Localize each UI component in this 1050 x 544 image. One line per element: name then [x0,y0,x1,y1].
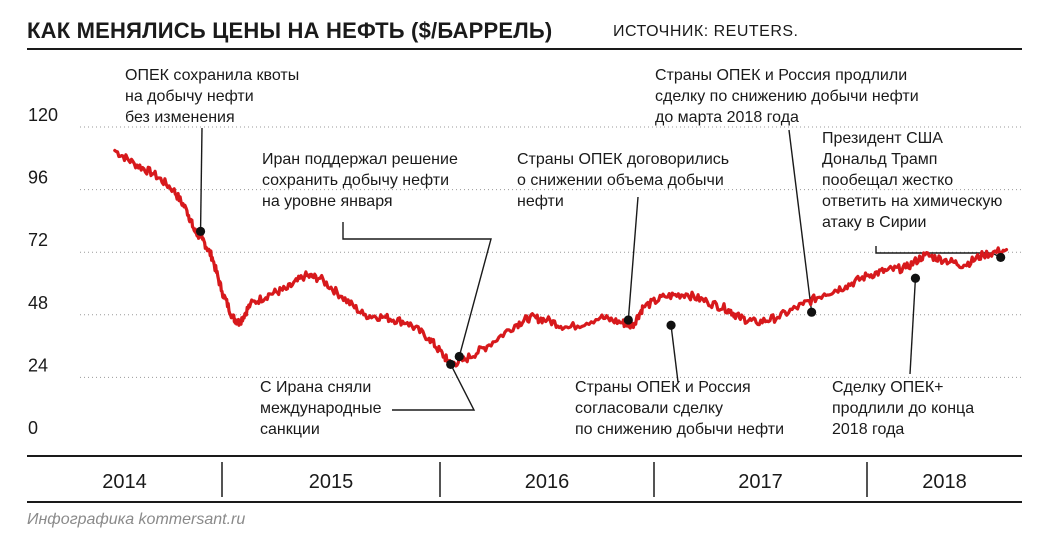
event-label-line: ответить на химическую [822,193,1002,210]
event-label-line: сохранить добычу нефти [262,172,449,189]
event-label-line: Сделку ОПЕК+ [832,379,944,396]
leader-line [199,127,203,232]
event-label-line: сделку по снижению добычи нефти [655,88,919,105]
y-tick-label: 96 [28,168,48,188]
event-label-line: 2018 года [832,421,904,438]
y-tick-label: 120 [28,105,58,125]
leader-line [342,222,492,357]
leader-line [670,325,679,383]
event-label-extend-march: Страны ОПЕК и Россия продлили сделку по с… [655,67,919,126]
event-marker [996,252,1006,263]
event-label-line: Страны ОПЕК и Россия продлили [655,67,907,84]
event-label-line: по снижению добычи нефти [575,421,784,438]
grid [80,126,1022,378]
event-label-opec-plus-extend: Сделку ОПЕК+ продлили до конца 2018 года [832,379,974,438]
event-marker [623,315,633,325]
x-tick-label: 2018 [922,471,967,493]
event-label-opec-agree: Страны ОПЕК договорились о снижении объем… [517,151,729,210]
x-tick-label: 2015 [309,471,354,493]
event-marker [910,273,921,283]
credit: Инфографика kommersant.ru [27,511,246,528]
x-tick-label: 2016 [525,471,570,493]
event-marker [195,226,206,236]
event-label-line: до марта 2018 года [655,109,799,126]
event-label-line: нефти [517,193,564,210]
event-label-line: Дональд Трамп [822,151,937,168]
event-marker [446,359,456,369]
event-label-line: Иран поддержал решение [262,151,458,168]
leader-line [788,129,813,313]
event-label-line: продлили до конца [832,400,974,417]
chart-title: КАК МЕНЯЛИСЬ ЦЕНЫ НА НЕФТЬ ($/БАРРЕЛЬ) [27,18,553,43]
event-markers [195,226,1006,369]
annotation-leaders [199,127,1002,411]
event-label-line: международные [260,400,382,417]
x-tick-label: 2017 [738,471,783,493]
event-label-iran-supports: Иран поддержал решение сохранить добычу н… [262,151,458,210]
event-label-line: о снижении объема добычи [517,172,724,189]
event-label-trump-syria: Президент США Дональд Трамп пообещал жестк… [822,130,1002,231]
y-tick-label: 48 [28,293,48,313]
leader-line [627,196,639,321]
x-tick-label: 2014 [102,471,147,493]
event-label-line: без изменения [125,109,235,126]
y-tick-label: 72 [28,230,48,250]
event-label-iran-sanctions: С Ирана сняли международные санкции [260,379,382,438]
leader-line [875,246,1002,259]
event-label-line: согласовали сделку [575,400,723,417]
event-label-line: Страны ОПЕК и Россия [575,379,751,396]
event-label-line: на добычу нефти [125,88,254,105]
y-tick-label: 0 [28,418,38,438]
y-axis: 0 24 48 72 96 120 [28,105,58,438]
event-label-line: на уровне января [262,193,393,210]
event-label-line: Президент США [822,130,943,147]
event-label-line: Страны ОПЕК договорились [517,151,729,168]
event-marker [666,320,676,330]
price-line [113,148,1009,368]
x-axis: 2014 2015 2016 2017 2018 [27,455,1022,503]
leader-line [392,364,476,411]
y-tick-label: 24 [28,355,48,375]
event-marker [807,307,817,317]
event-label-line: ОПЕК сохранила квоты [125,67,299,84]
event-labels: ОПЕК сохранила квоты на добычу нефти без и… [125,67,1002,438]
leader-line [909,278,917,375]
event-label-opec-quota: ОПЕК сохранила квоты на добычу нефти без и… [125,67,299,126]
event-label-line: санкции [260,421,320,438]
event-label-line: атаку в Сирии [822,214,926,231]
chart-source: ИСТОЧНИК: REUTERS. [613,23,799,40]
event-marker [454,351,464,362]
event-label-line: С Ирана сняли [260,379,371,396]
event-label-line: пообещал жестко [822,172,953,189]
event-label-opec-russia-deal: Страны ОПЕК и Россия согласовали сделку по… [575,379,784,438]
